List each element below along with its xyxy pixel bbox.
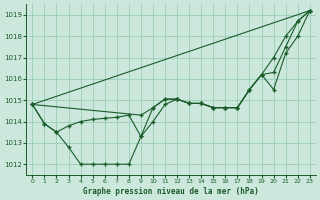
X-axis label: Graphe pression niveau de la mer (hPa): Graphe pression niveau de la mer (hPa) — [83, 187, 259, 196]
